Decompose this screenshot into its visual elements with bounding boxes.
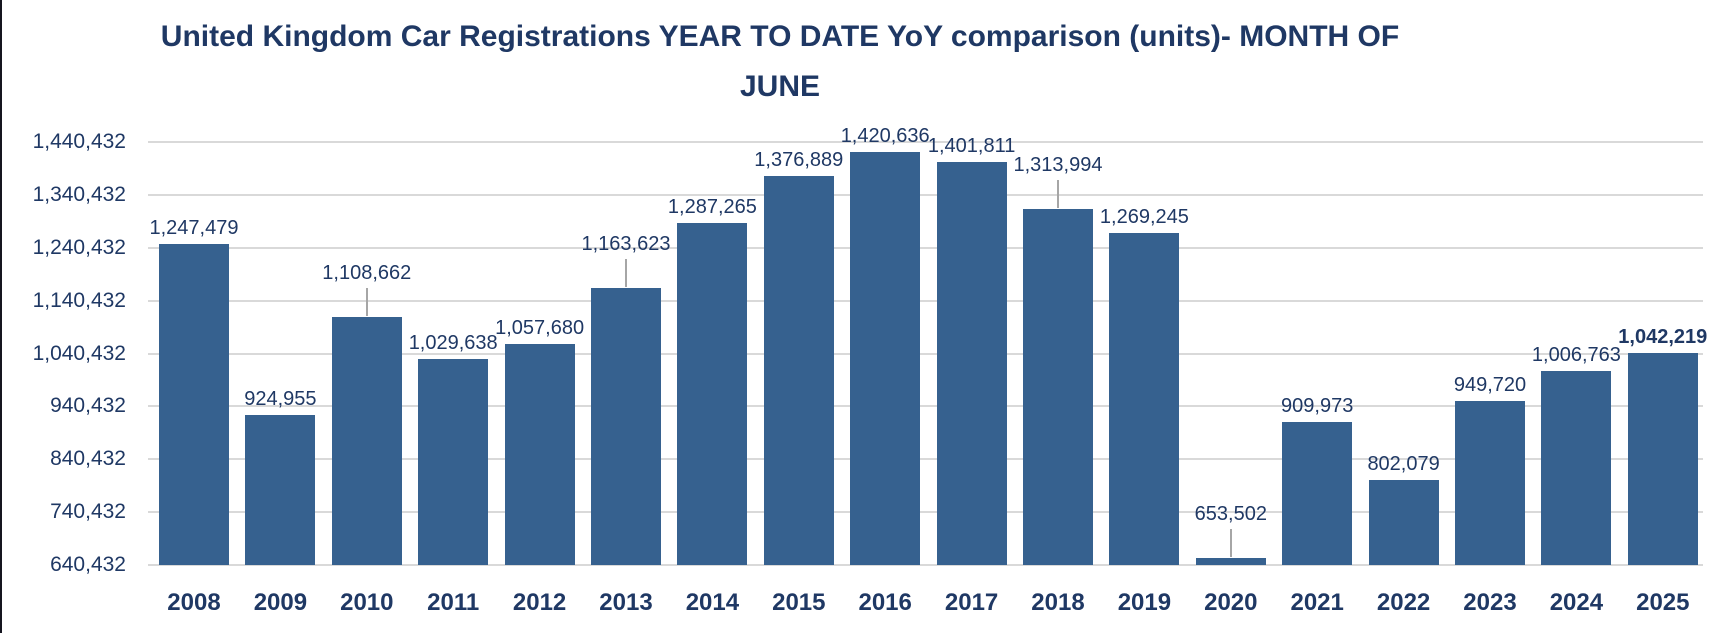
x-axis-label-2015: 2015 — [772, 589, 826, 616]
bar-2024 — [1541, 371, 1612, 565]
x-axis-label-2020: 2020 — [1204, 589, 1258, 616]
data-label-2010: 1,108,662 — [322, 262, 412, 285]
bar-2022 — [1368, 479, 1439, 565]
data-label-2009: 924,955 — [244, 387, 317, 410]
data-label-2015: 1,376,889 — [754, 148, 844, 171]
leader-line-2020 — [1229, 529, 1232, 558]
bar-2017 — [936, 162, 1007, 565]
data-label-2024: 1,006,763 — [1531, 344, 1621, 367]
x-axis-label-2013: 2013 — [599, 589, 653, 616]
data-label-2008: 1,247,479 — [149, 217, 239, 240]
x-axis-label-2022: 2022 — [1376, 589, 1431, 616]
y-axis-tick-label: 1,040,432 — [32, 341, 126, 365]
bar-2012 — [504, 344, 575, 565]
bar-2018 — [1023, 208, 1093, 565]
x-axis-label-2019: 2019 — [1117, 589, 1172, 616]
leader-line-2010 — [365, 288, 368, 317]
bar-2009 — [245, 414, 316, 565]
chart-title-line-2: JUNE — [739, 70, 821, 103]
data-label-2021: 909,973 — [1281, 395, 1354, 418]
y-axis-tick-label: 1,440,432 — [32, 130, 126, 153]
x-axis-label-2021: 2021 — [1290, 589, 1344, 616]
gridline — [148, 193, 1703, 196]
bar-2016 — [850, 152, 921, 565]
data-label-2025: 1,042,219 — [1618, 325, 1708, 348]
data-label-2022: 802,079 — [1367, 452, 1440, 475]
gridline — [148, 458, 1703, 461]
y-axis-tick-label: 740,432 — [50, 500, 126, 524]
data-label-2012: 1,057,680 — [495, 317, 585, 340]
x-axis-label-2010: 2010 — [340, 589, 394, 616]
data-label-2014: 1,287,265 — [667, 195, 757, 218]
x-axis-label-2017: 2017 — [944, 589, 999, 616]
gridline — [148, 564, 1703, 566]
bar-2023 — [1455, 401, 1525, 565]
bar-2008 — [159, 244, 229, 565]
y-axis-tick-label: 1,140,432 — [32, 288, 126, 312]
leader-line-2013 — [625, 259, 627, 288]
x-axis-label-2008: 2008 — [167, 589, 221, 616]
x-axis-label-2016: 2016 — [858, 589, 912, 616]
bar-2011 — [418, 359, 489, 565]
gridline — [148, 405, 1703, 408]
bar-2020 — [1195, 558, 1266, 565]
data-label-2019: 1,269,245 — [1099, 205, 1189, 228]
chart-title: United Kingdom Car Registrations YEAR TO… — [0, 12, 1560, 112]
data-label-2013: 1,163,623 — [581, 233, 671, 256]
x-axis-label-2024: 2024 — [1549, 589, 1604, 616]
bar-2025 — [1627, 352, 1698, 565]
gridline — [148, 352, 1703, 355]
y-axis-tick-label: 1,240,432 — [32, 235, 126, 259]
data-label-2016: 1,420,636 — [840, 125, 930, 148]
x-axis-label-2018: 2018 — [1031, 589, 1085, 616]
chart-title-line-1: United Kingdom Car Registrations YEAR TO… — [160, 20, 1400, 53]
x-axis-label-2023: 2023 — [1463, 589, 1517, 616]
data-label-2020: 653,502 — [1194, 503, 1267, 526]
data-label-2011: 1,029,638 — [408, 332, 498, 355]
leader-line-2018 — [1057, 179, 1059, 208]
x-axis-label-2009: 2009 — [253, 589, 308, 616]
y-axis-tick-label: 1,340,432 — [32, 182, 126, 206]
gridline — [148, 141, 1703, 143]
gridline — [148, 511, 1703, 514]
gridline — [148, 299, 1703, 302]
bar-2021 — [1282, 422, 1353, 565]
y-axis-tick-label: 940,432 — [50, 394, 126, 418]
window-left-edge — [0, 0, 2, 633]
x-axis-label-2014: 2014 — [685, 589, 740, 616]
y-axis-tick-label: 840,432 — [50, 447, 126, 471]
bar-2010 — [331, 317, 402, 565]
bar-2019 — [1109, 232, 1180, 565]
bar-2014 — [677, 222, 748, 565]
data-label-2017: 1,401,811 — [927, 135, 1016, 158]
data-label-2023: 949,720 — [1453, 374, 1527, 397]
gridline — [148, 246, 1703, 249]
x-axis-label-2011: 2011 — [427, 589, 480, 616]
bar-2013 — [591, 288, 661, 565]
bar-2015 — [763, 175, 834, 565]
data-label-2018: 1,313,994 — [1013, 153, 1103, 176]
x-axis-label-2025: 2025 — [1636, 589, 1690, 616]
y-axis-tick-label: 640,432 — [50, 553, 126, 576]
x-axis-label-2012: 2012 — [512, 589, 567, 616]
